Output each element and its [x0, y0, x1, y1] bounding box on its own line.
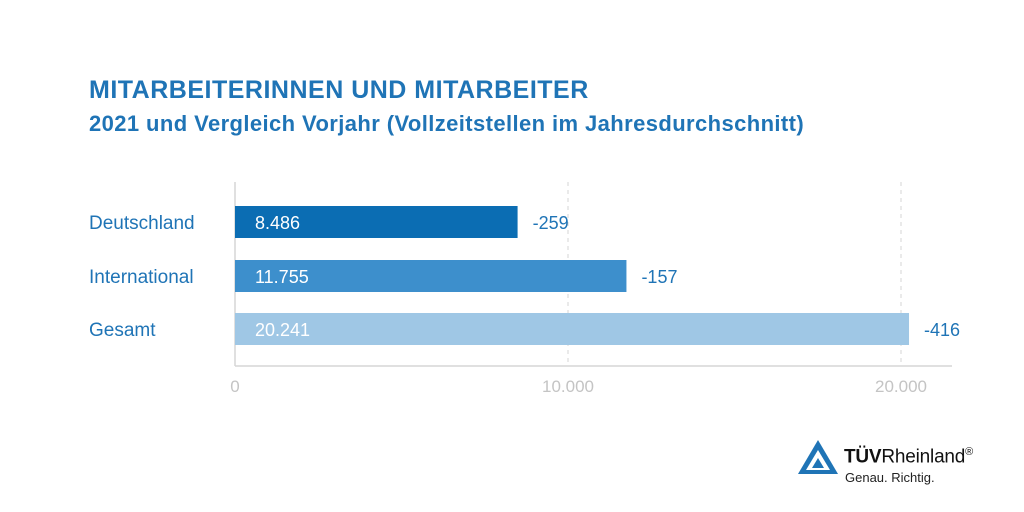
tuv-rheinland-logo: TÜVRheinland® Genau. Richtig.	[796, 436, 1006, 492]
tuv-triangle-icon	[798, 440, 838, 474]
category-label: Gesamt	[89, 320, 156, 341]
bar	[235, 313, 910, 345]
logo-brand-bold: TÜV	[844, 446, 882, 468]
logo-tagline: Genau. Richtig.	[845, 470, 935, 485]
chart-title: MITARBEITERINNEN UND MITARBEITER	[89, 76, 589, 104]
category-label: International	[89, 267, 194, 288]
change-label: -416	[924, 320, 960, 340]
bar	[235, 206, 518, 238]
category-label: Deutschland	[89, 213, 195, 234]
logo-brand-name: TÜVRheinland®	[844, 446, 973, 468]
bar-value-label: 11.755	[255, 267, 309, 287]
change-label: -157	[641, 267, 677, 287]
chart-subtitle: 2021 und Vergleich Vorjahr (Vollzeitstel…	[89, 111, 805, 136]
bar-value-label: 8.486	[255, 213, 300, 233]
change-label: -259	[533, 213, 569, 233]
bar	[235, 260, 627, 292]
logo-registered-mark: ®	[965, 446, 974, 458]
logo-brand-regular: Rheinland	[881, 446, 966, 468]
x-tick-label: 0	[230, 377, 239, 396]
x-tick-label: 10.000	[542, 377, 594, 396]
bar-value-label: 20.241	[255, 320, 310, 340]
x-tick-label: 20.000	[875, 377, 927, 396]
